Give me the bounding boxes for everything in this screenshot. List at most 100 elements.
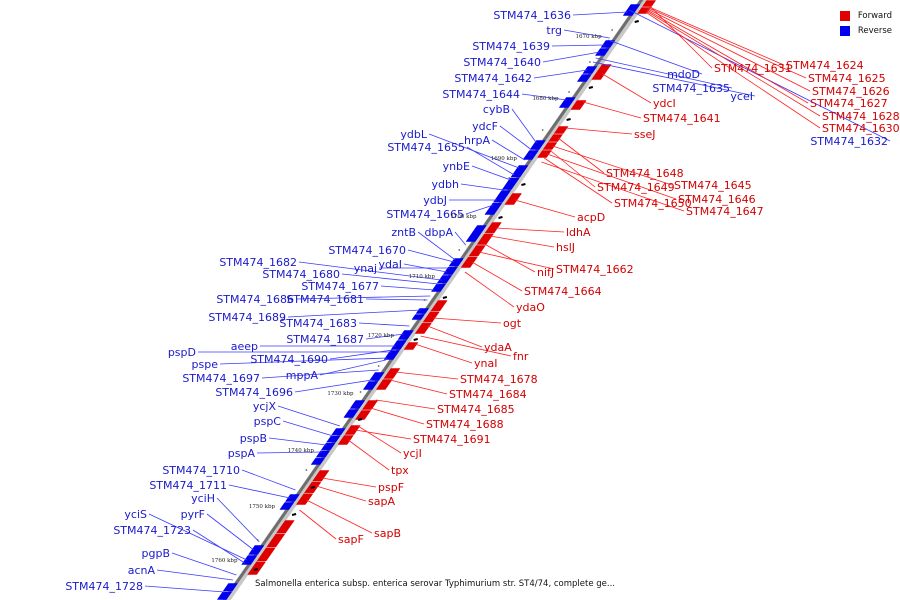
gene-label-stm474-1689[interactable]: STM474_1689 bbox=[208, 311, 286, 324]
gene-label-stm474-1680[interactable]: STM474_1680 bbox=[262, 268, 340, 281]
gene-label-hslj[interactable]: hslJ bbox=[556, 241, 575, 254]
gene-label-hrpa[interactable]: hrpA bbox=[464, 134, 490, 147]
gene-label-stm474-1686[interactable]: STM474_1686 bbox=[216, 293, 294, 306]
gene-label-ynaj[interactable]: ynaj bbox=[354, 262, 377, 275]
gene-label-stm474-1655[interactable]: STM474_1655 bbox=[387, 141, 465, 154]
gene-label-zntb[interactable]: zntB bbox=[391, 226, 416, 239]
legend: Forward Reverse bbox=[839, 8, 892, 38]
gene-label-stm474-1635[interactable]: STM474_1635 bbox=[652, 82, 730, 95]
gene-label-ycji[interactable]: ycjI bbox=[403, 447, 422, 460]
gene-label-nifj[interactable]: nifJ bbox=[537, 266, 554, 279]
gene-label-ydai[interactable]: ydaI bbox=[379, 258, 402, 271]
gene-label-stm474-1641[interactable]: STM474_1641 bbox=[643, 112, 721, 125]
gene-label-stm474-1628[interactable]: STM474_1628 bbox=[822, 110, 900, 123]
gene-label-pyrf[interactable]: pyrF bbox=[181, 508, 205, 521]
gene-label-stm474-1640[interactable]: STM474_1640 bbox=[463, 56, 541, 69]
gene-label-ydcf[interactable]: ydcF bbox=[472, 120, 498, 133]
gene-label-stm474-1631[interactable]: STM474_1631 bbox=[714, 62, 792, 75]
gene-label-ycei[interactable]: yceI bbox=[730, 90, 753, 103]
gene-label-stm474-1723[interactable]: STM474_1723 bbox=[113, 524, 191, 537]
gene-label-cybb[interactable]: cybB bbox=[483, 103, 510, 116]
gene-label-acpd[interactable]: acpD bbox=[577, 211, 605, 224]
gene-label-stm474-1711[interactable]: STM474_1711 bbox=[149, 479, 227, 492]
gene-label-pspc[interactable]: pspC bbox=[254, 415, 282, 428]
gene-label-ssej[interactable]: sseJ bbox=[634, 128, 655, 141]
gene-label-ydbh[interactable]: ydbh bbox=[432, 178, 459, 191]
gene-label-stm474-1690[interactable]: STM474_1690 bbox=[250, 353, 328, 366]
reverse-gene-arrow bbox=[411, 314, 425, 320]
gene-label-stm474-1665[interactable]: STM474_1665 bbox=[386, 208, 464, 221]
gene-label-stm474-1664[interactable]: STM474_1664 bbox=[524, 285, 602, 298]
gene-label-stm474-1639[interactable]: STM474_1639 bbox=[472, 40, 550, 53]
gene-label-ycih[interactable]: yciH bbox=[191, 492, 215, 505]
gene-label-stm474-1678[interactable]: STM474_1678 bbox=[460, 373, 538, 386]
gene-label-stm474-1625[interactable]: STM474_1625 bbox=[808, 72, 886, 85]
gene-label-fnr[interactable]: fnr bbox=[513, 350, 529, 363]
gene-label-ydbl[interactable]: ydbL bbox=[400, 128, 427, 141]
gene-label-stm474-1648[interactable]: STM474_1648 bbox=[606, 167, 684, 180]
gene-label-ydaa[interactable]: ydaA bbox=[484, 341, 512, 354]
gene-label-sapf[interactable]: sapF bbox=[338, 533, 364, 546]
gene-label-stm474-1685[interactable]: STM474_1685 bbox=[437, 403, 515, 416]
gene-label-ynai[interactable]: ynaI bbox=[474, 357, 497, 370]
gene-label-mdod[interactable]: mdoD bbox=[667, 68, 700, 81]
gene-label-stm474-1682[interactable]: STM474_1682 bbox=[219, 256, 297, 269]
gene-label-stm474-1662[interactable]: STM474_1662 bbox=[556, 263, 634, 276]
gene-label-stm474-1630[interactable]: STM474_1630 bbox=[822, 122, 900, 135]
gene-label-ogt[interactable]: ogt bbox=[503, 317, 522, 330]
gene-label-trg[interactable]: trg bbox=[546, 24, 562, 37]
gene-label-stm474-1710[interactable]: STM474_1710 bbox=[162, 464, 240, 477]
gene-label-sapa[interactable]: sapA bbox=[368, 495, 395, 508]
gene-label-dbpa[interactable]: dbpA bbox=[425, 226, 454, 239]
label-leader-stm474-1681 bbox=[365, 298, 428, 301]
gene-label-stm474-1688[interactable]: STM474_1688 bbox=[426, 418, 504, 431]
label-leader-stm474-1710 bbox=[241, 469, 296, 491]
gene-label-stm474-1644[interactable]: STM474_1644 bbox=[442, 88, 520, 101]
gene-label-stm474-1697[interactable]: STM474_1697 bbox=[182, 372, 260, 385]
gene-label-stm474-1650[interactable]: STM474_1650 bbox=[614, 197, 692, 210]
feature-mark bbox=[634, 20, 639, 23]
gene-label-ydbj[interactable]: ydbJ bbox=[423, 194, 447, 207]
gene-label-stm474-1683[interactable]: STM474_1683 bbox=[279, 317, 357, 330]
gene-label-stm474-1696[interactable]: STM474_1696 bbox=[215, 386, 293, 399]
gene-label-ydao[interactable]: ydaO bbox=[516, 301, 545, 314]
gene-label-stm474-1687[interactable]: STM474_1687 bbox=[286, 333, 364, 346]
gene-label-stm474-1642[interactable]: STM474_1642 bbox=[454, 72, 532, 85]
gene-label-stm474-1691[interactable]: STM474_1691 bbox=[413, 433, 491, 446]
gene-label-ydci[interactable]: ydcI bbox=[653, 97, 676, 110]
gene-label-pspe[interactable]: pspe bbox=[192, 358, 219, 371]
gene-label-sapb[interactable]: sapB bbox=[374, 527, 401, 540]
gene-label-stm474-1728[interactable]: STM474_1728 bbox=[65, 580, 143, 593]
gene-label-stm474-1636[interactable]: STM474_1636 bbox=[493, 9, 571, 22]
gene-label-ycjx[interactable]: ycjX bbox=[253, 400, 277, 413]
gene-label-stm474-1624[interactable]: STM474_1624 bbox=[786, 59, 864, 72]
gene-label-tpx[interactable]: tpx bbox=[391, 464, 409, 477]
feature-mark bbox=[253, 568, 259, 571]
gene-label-aeep[interactable]: aeep bbox=[231, 340, 258, 353]
gene-label-stm474-1677[interactable]: STM474_1677 bbox=[301, 280, 379, 293]
label-leader-stm474-1687 bbox=[365, 333, 404, 340]
gene-label-stm474-1670[interactable]: STM474_1670 bbox=[328, 244, 406, 257]
gene-label-mppa[interactable]: mppA bbox=[286, 369, 319, 382]
gene-label-stm474-1681[interactable]: STM474_1681 bbox=[286, 293, 364, 306]
gene-label-stm474-1649[interactable]: STM474_1649 bbox=[597, 181, 675, 194]
gene-label-stm474-1647[interactable]: STM474_1647 bbox=[686, 205, 764, 218]
gene-label-ldha[interactable]: ldhA bbox=[566, 226, 591, 239]
gene-label-ynbe[interactable]: ynbE bbox=[443, 160, 470, 173]
gene-label-stm474-1627[interactable]: STM474_1627 bbox=[810, 97, 888, 110]
label-leader-ycih bbox=[216, 497, 260, 543]
gene-label-stm474-1684[interactable]: STM474_1684 bbox=[449, 388, 527, 401]
forward-gene-arrow bbox=[430, 300, 448, 312]
gene-label-stm474-1632[interactable]: STM474_1632 bbox=[810, 135, 888, 148]
gene-label-stm474-1626[interactable]: STM474_1626 bbox=[812, 85, 890, 98]
label-leader-tpx bbox=[347, 439, 390, 471]
gene-label-stm474-1646[interactable]: STM474_1646 bbox=[678, 193, 756, 206]
gene-label-pspd[interactable]: pspD bbox=[168, 346, 196, 359]
gene-label-pspa[interactable]: pspA bbox=[228, 447, 256, 460]
gene-label-ycis[interactable]: yciS bbox=[124, 508, 147, 521]
gene-label-pspb[interactable]: pspB bbox=[240, 432, 267, 445]
gene-label-stm474-1645[interactable]: STM474_1645 bbox=[674, 179, 752, 192]
gene-label-pgpb[interactable]: pgpB bbox=[142, 547, 171, 560]
gene-label-acna[interactable]: acnA bbox=[128, 564, 156, 577]
gene-label-pspf[interactable]: pspF bbox=[378, 481, 404, 494]
